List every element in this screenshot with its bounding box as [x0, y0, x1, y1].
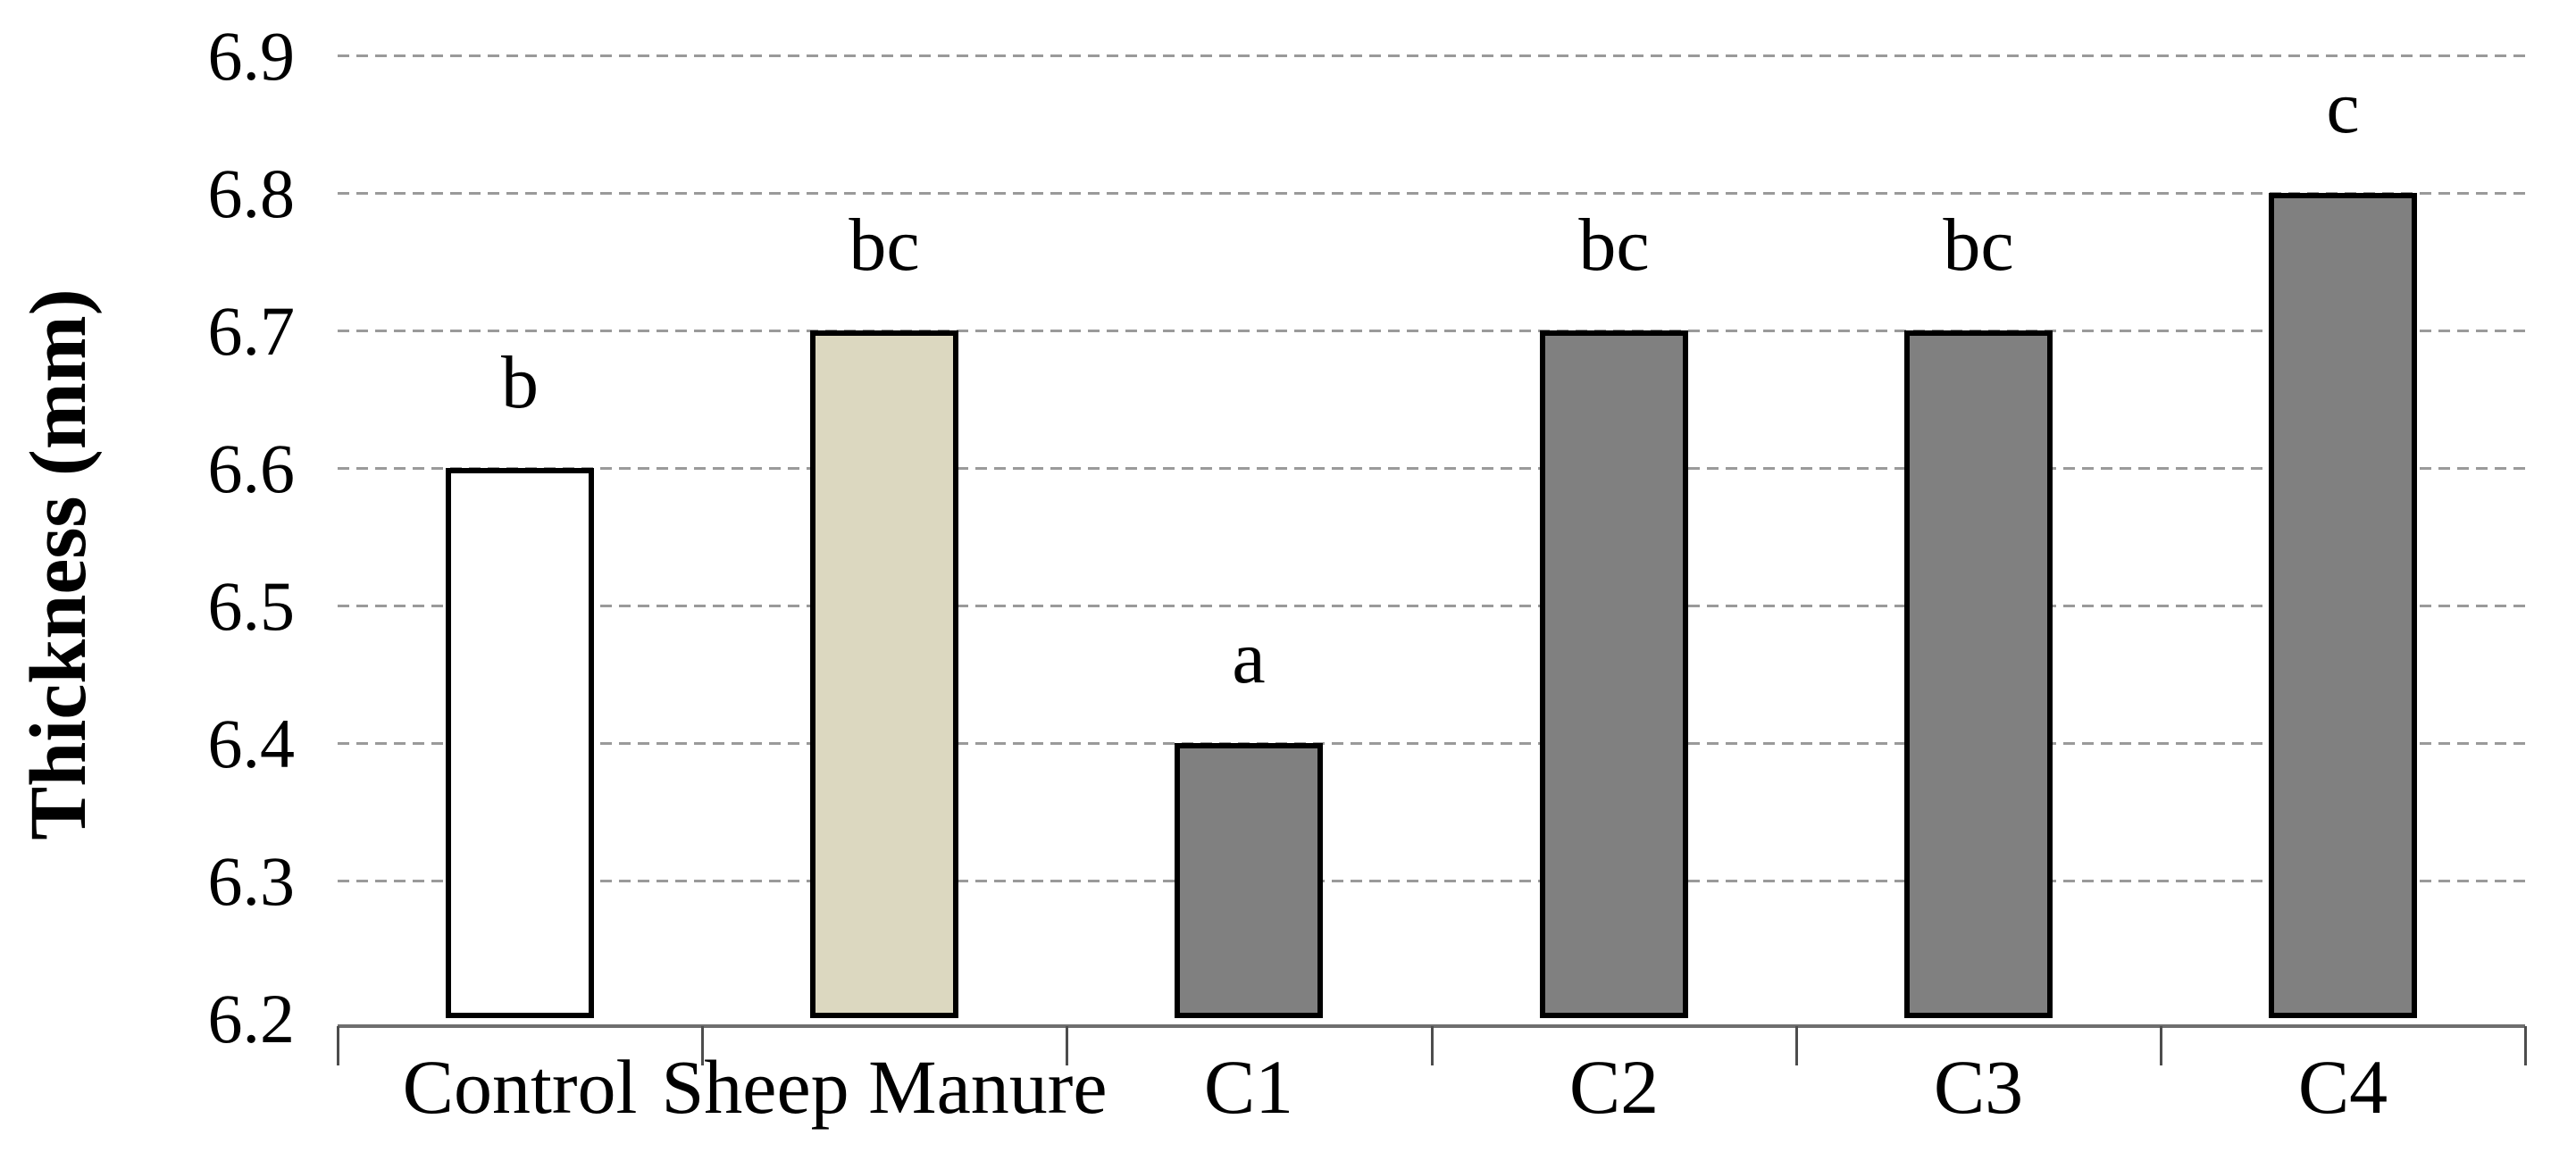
gridline-6.8 [338, 192, 2525, 195]
x-axis-tick [1795, 1026, 1798, 1065]
significance-letter-c4: c [2326, 66, 2360, 149]
y-tick-label-6.3: 6.3 [207, 842, 296, 920]
bar-c4 [2269, 193, 2417, 1018]
x-axis-tick [337, 1026, 339, 1065]
bar-control [446, 468, 594, 1018]
x-tick-label-control: Control [402, 1044, 638, 1130]
bar-c3 [1904, 330, 2053, 1018]
x-axis-tick [2160, 1026, 2162, 1065]
significance-letter-sheep-manure: bc [849, 204, 920, 287]
x-tick-label-c2: C2 [1568, 1044, 1660, 1130]
x-tick-label-c1: C1 [1203, 1044, 1294, 1130]
x-tick-label-c3: C3 [1933, 1044, 2024, 1130]
x-axis-tick [1431, 1026, 1434, 1065]
gridline-6.9 [338, 54, 2525, 57]
y-tick-label-6.7: 6.7 [207, 292, 296, 370]
y-tick-label-6.9: 6.9 [207, 17, 296, 95]
x-axis-tick [701, 1026, 704, 1065]
x-tick-label-c4: C4 [2297, 1044, 2388, 1130]
x-axis-tick [1066, 1026, 1068, 1065]
bar-sheep-manure [810, 330, 958, 1018]
bar-c2 [1540, 330, 1688, 1018]
significance-letter-control: b [501, 341, 539, 424]
y-tick-label-6.6: 6.6 [207, 430, 296, 507]
y-tick-label-6.4: 6.4 [207, 705, 296, 782]
y-tick-label-6.5: 6.5 [207, 567, 296, 645]
gridline-6.7 [338, 330, 2525, 332]
x-axis-tick [2524, 1026, 2527, 1065]
y-tick-label-6.8: 6.8 [207, 155, 296, 232]
gridline-6.4 [338, 742, 2525, 745]
gridline-6.3 [338, 880, 2525, 882]
y-tick-label-6.2: 6.2 [207, 980, 296, 1057]
bar-c1 [1175, 743, 1323, 1018]
x-tick-label-sheep-manure: Sheep Manure [661, 1044, 1108, 1130]
significance-letter-c3: bc [1943, 204, 2014, 287]
gridline-6.6 [338, 467, 2525, 470]
significance-letter-c1: a [1232, 616, 1266, 699]
significance-letter-c2: bc [1578, 204, 1650, 287]
gridline-6.5 [338, 605, 2525, 607]
